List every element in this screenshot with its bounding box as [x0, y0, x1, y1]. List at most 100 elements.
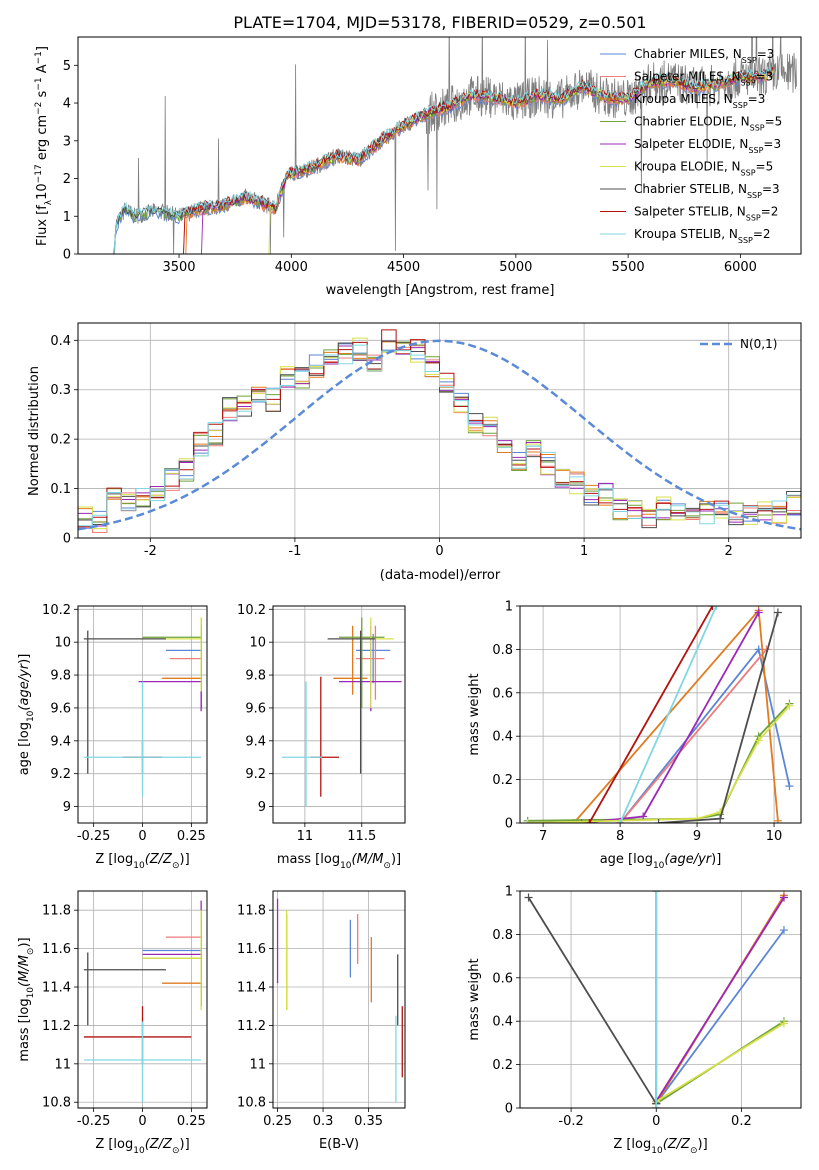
x-tick-label: 6000 — [724, 260, 757, 275]
series-line-kroupa-elodie — [655, 1022, 785, 1103]
y-tick-label: 10.2 — [237, 603, 266, 618]
series-line-salpeter-miles — [619, 648, 768, 823]
label-part: mass [log — [17, 998, 32, 1061]
legend-lib: Chabrier ELODIE — [634, 115, 733, 129]
y-tick-label: 9 — [258, 800, 266, 815]
label-part: ⊙ — [172, 1146, 180, 1156]
series-marker — [779, 926, 788, 935]
legend-sub: SSP — [738, 236, 753, 245]
legend-lib: Salpeter STELIB — [634, 205, 729, 219]
label-part: −1 — [34, 77, 44, 90]
legend-entry: Kroupa ELODIE, NSSP=5 — [634, 160, 773, 178]
series-marker — [654, 819, 663, 823]
x-tick-label: 0.2 — [731, 1114, 752, 1129]
legend-entry: Chabrier STELIB, NSSP=3 — [634, 182, 780, 200]
label-part: 10 — [26, 987, 36, 999]
label-part: −1 — [34, 51, 44, 64]
histogram-salpeter-stelib — [78, 329, 801, 538]
y-tick-label: 0.4 — [492, 730, 513, 745]
legend-entry: Salpeter MILES, NSSP=3 — [634, 70, 773, 88]
axes-frame — [77, 322, 802, 539]
panel-weight-vs-Z: -0.2 0 0.2 0 0.2 0.4 0.6 0.8 1 Z [log10(Z/Z⊙)] mas… — [467, 885, 802, 1156]
legend-nssp: =3 — [763, 137, 781, 151]
y-tick-label: 4 — [63, 97, 71, 112]
legend-lib: Salpeter MILES — [634, 70, 724, 84]
y-tick-label: 10.8 — [237, 1096, 266, 1111]
y-tick-label: 0 — [505, 1102, 513, 1117]
series-marker — [693, 814, 702, 823]
series-line-salpeter-elodie — [655, 897, 785, 1102]
series-marker — [754, 736, 763, 745]
label-part: −2 — [34, 102, 44, 115]
x-tick-label: 8 — [616, 829, 624, 844]
x-tick-label: 0 — [435, 544, 443, 559]
legend-entry: Salpeter STELIB, NSSP=2 — [634, 205, 778, 223]
x-axis-label: Z [log10(Z/Z⊙)] — [95, 852, 189, 871]
axes-frame — [272, 605, 406, 824]
legend-sub: SSP — [741, 168, 756, 177]
label-part: ⊙ — [172, 861, 180, 871]
y-tick-label: 10 — [54, 636, 71, 651]
legend-entry: Kroupa MILES, NSSP=3 — [634, 92, 765, 110]
plot-area — [78, 606, 207, 823]
y-tick-label: 11.4 — [237, 981, 266, 996]
y-tick-label: 11.6 — [237, 942, 266, 957]
y-axis-label: Normed distribution — [27, 366, 42, 496]
y-tick-label: 1 — [505, 600, 513, 615]
legend-lib: Kroupa MILES — [634, 92, 716, 106]
legend-nssp: =5 — [756, 160, 774, 174]
y-tick-label: 10.2 — [42, 603, 71, 618]
label-part: Normed distribution — [27, 366, 42, 496]
legend-nssp: =3 — [762, 182, 780, 196]
y-tick-label: 0.6 — [492, 686, 513, 701]
x-tick-label: 9 — [693, 829, 701, 844]
axes-frame — [519, 890, 802, 1109]
label-part: age [log — [17, 722, 32, 775]
label-part: (Z/Z — [663, 1137, 691, 1152]
series-marker — [639, 812, 648, 821]
legend-entry: Chabrier ELODIE, NSSP=5 — [634, 115, 782, 133]
y-tick-label: 0.4 — [492, 1015, 513, 1030]
x-tick-label: 5000 — [499, 260, 532, 275]
x-tick-label: 4000 — [275, 260, 308, 275]
label-part: ] — [35, 46, 50, 51]
label-part: λ — [44, 199, 54, 205]
label-part: Flux [f — [35, 205, 50, 246]
legend-entry: N(0,1) — [740, 337, 777, 351]
x-tick-label: 0 — [652, 1114, 660, 1129]
legend-n: , N — [716, 92, 733, 106]
y-tick-label: 9.2 — [50, 767, 71, 782]
series-line-chabrier-miles — [655, 929, 785, 1105]
y-tick-label: 0 — [63, 248, 71, 263]
series-marker — [754, 608, 763, 617]
label-part: )] — [180, 1137, 190, 1152]
x-axis-label: Z [log10(Z/Z⊙)] — [95, 1137, 189, 1156]
x-axis-label: E(B-V) — [319, 1137, 359, 1152]
model-line-salpeter-stelib — [183, 66, 775, 254]
series-marker — [616, 819, 625, 823]
label-part: mass weight — [467, 958, 482, 1040]
label-part: (age/yr — [664, 852, 712, 867]
x-tick-label: 5500 — [612, 260, 645, 275]
x-tick-label: -0.2 — [558, 1114, 583, 1129]
label-part: (Z/Z — [145, 1137, 173, 1152]
legend-sub: SSP — [733, 101, 748, 110]
y-tick-label: 10.8 — [42, 1096, 71, 1111]
label-part: mass weight — [467, 673, 482, 755]
axes-frame — [77, 605, 208, 824]
legend-sub: SSP — [747, 191, 762, 200]
legend-n: , N — [725, 47, 742, 61]
series-line-kroupa-elodie — [527, 705, 791, 823]
plot-area — [273, 891, 405, 1108]
y-tick-label: 11 — [249, 1057, 266, 1072]
label-part: (age/yr — [17, 662, 32, 710]
series-marker — [779, 1019, 788, 1028]
y-tick-label: 0.2 — [492, 1058, 513, 1073]
x-tick-label: 0.3 — [313, 1114, 334, 1129]
legend-lib: Chabrier STELIB — [634, 182, 730, 196]
legend-sub: SSP — [746, 213, 761, 222]
series-line-kroupa-miles — [573, 608, 779, 823]
